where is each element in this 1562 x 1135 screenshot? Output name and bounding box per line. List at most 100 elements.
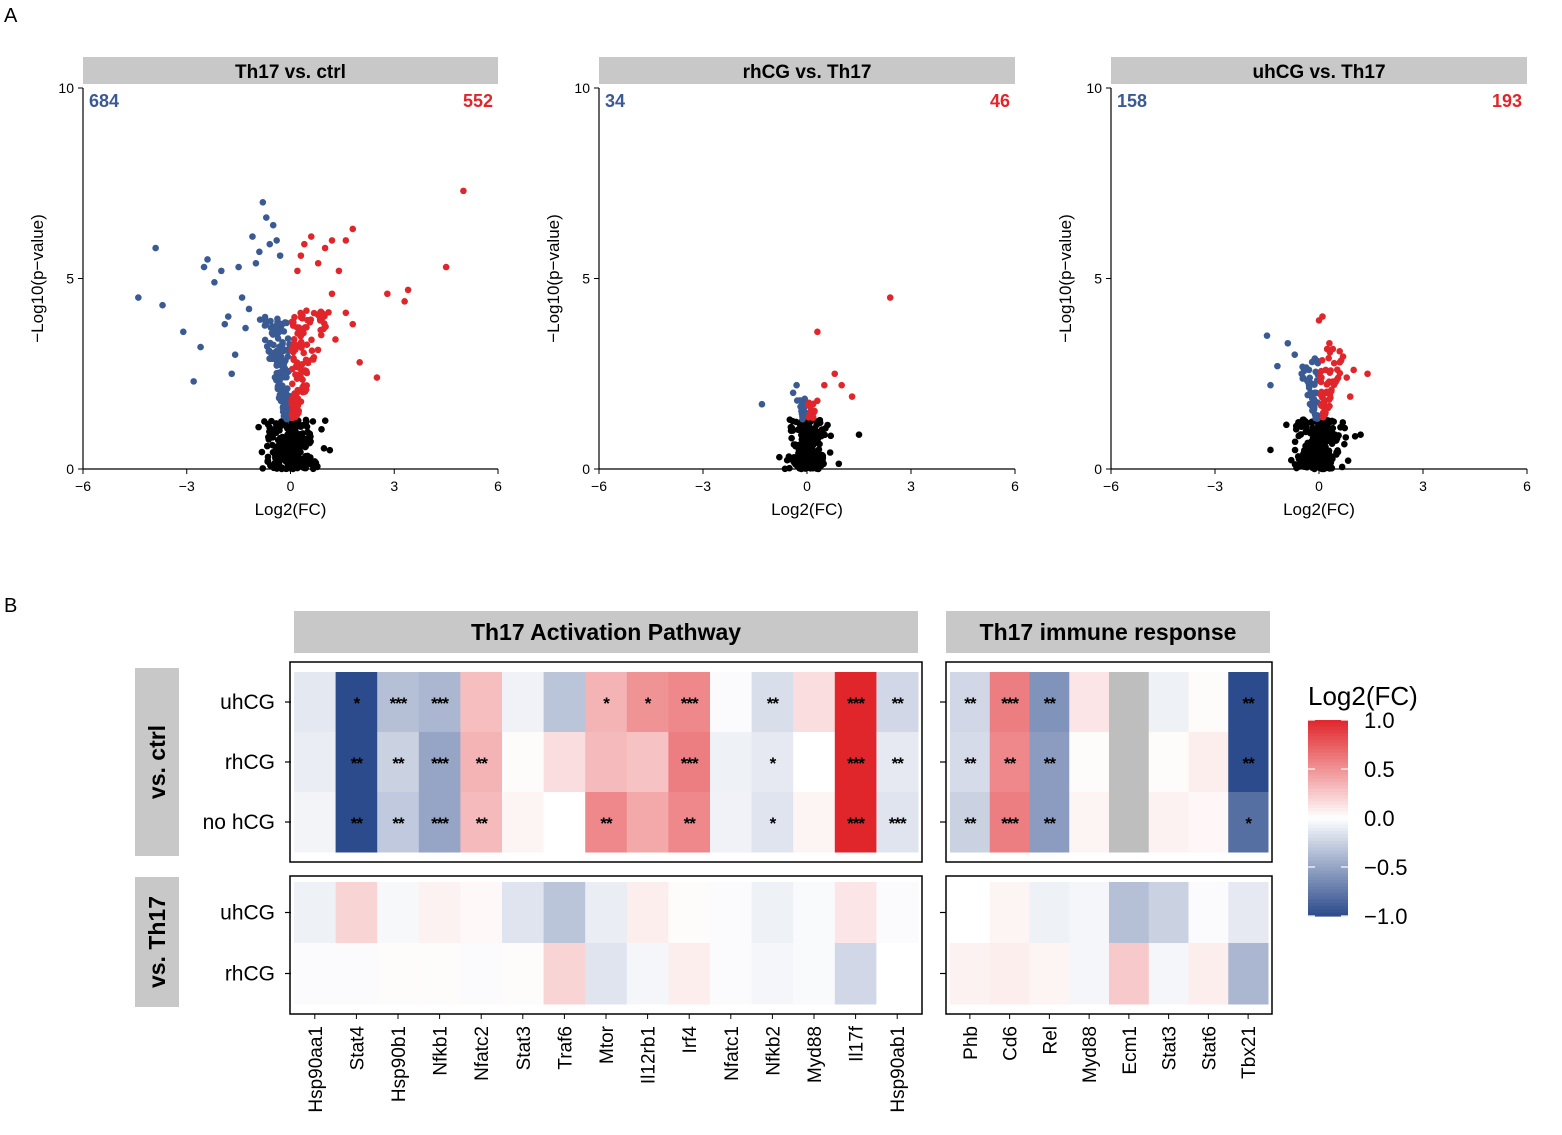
heat-cell — [377, 943, 420, 1005]
colorbar-step — [1308, 791, 1348, 796]
colorbar-step — [1308, 834, 1348, 839]
down-point — [1314, 412, 1321, 419]
up-point — [821, 381, 828, 389]
heat-cell — [460, 792, 503, 853]
heat-cell — [1069, 732, 1110, 793]
up-point — [295, 364, 303, 372]
significance-stars: ** — [964, 694, 977, 713]
x-tick-label: −6 — [591, 478, 607, 494]
down-point — [135, 294, 142, 301]
heat-cell — [751, 882, 794, 944]
y-tick-label: 5 — [66, 271, 74, 287]
heat-cell — [710, 882, 753, 944]
volcano-panel: Th17 vs. ctrl 0 5 10 −6 −3 0 3 6 Log2(FC) −Log10(p… — [28, 57, 502, 519]
ns-point — [797, 423, 805, 431]
column-label: Ecm1 — [1120, 1026, 1141, 1075]
row-label: rhCG — [225, 963, 275, 986]
facet-title: Th17 vs. ctrl — [235, 62, 346, 83]
ns-point — [290, 450, 297, 457]
up-point — [442, 263, 450, 271]
heat-cell — [294, 943, 337, 1005]
heat-cell — [1029, 672, 1070, 733]
ns-point — [283, 452, 291, 460]
y-tick-label: 10 — [1086, 80, 1102, 96]
down-point — [245, 305, 253, 313]
up-point — [303, 307, 310, 315]
heat-cell — [543, 882, 586, 944]
colorbar-step — [1308, 798, 1348, 803]
heat-cell — [1228, 943, 1269, 1005]
colorbar-step — [1308, 801, 1348, 806]
down-point — [262, 214, 270, 221]
heat-cell — [751, 943, 794, 1005]
colorbar-step — [1308, 821, 1348, 826]
y-tick-label: 0 — [66, 461, 74, 477]
heat-cell — [1109, 732, 1150, 793]
heat-cell — [460, 732, 503, 793]
heat-cell — [1228, 882, 1269, 944]
heat-cell — [751, 732, 794, 793]
down-point — [235, 263, 242, 271]
down-point — [273, 376, 280, 384]
down-point — [789, 389, 797, 397]
colorbar: Log2(FC)1.0 0.5 0.0 −0.5 −1.0 — [1308, 681, 1418, 929]
up-point — [1336, 359, 1344, 366]
down-point — [1303, 377, 1311, 385]
colorbar-step — [1308, 749, 1348, 754]
down-point — [282, 357, 289, 364]
volcano-panel: rhCG vs. Th17 0 5 10 −6 −3 0 3 6 Log2(FC) −Log10(p… — [544, 57, 1019, 519]
x-tick-label: −3 — [695, 478, 711, 494]
colorbar-step — [1308, 889, 1348, 894]
ns-point — [785, 453, 793, 460]
colorbar-step — [1308, 814, 1348, 819]
colorbar-step — [1308, 876, 1348, 881]
up-point — [303, 341, 311, 349]
heat-cell — [1188, 943, 1229, 1005]
down-point — [283, 319, 290, 327]
heat-cell — [876, 943, 919, 1005]
down-point — [249, 233, 256, 240]
heat-cell — [834, 882, 877, 944]
heat-cell — [1148, 943, 1189, 1005]
facet-title: uhCG vs. Th17 — [1252, 62, 1385, 83]
colorbar-step — [1308, 827, 1348, 832]
significance-stars: ** — [1044, 694, 1057, 713]
up-point — [809, 414, 817, 422]
up-point — [298, 344, 305, 351]
up-point — [1327, 367, 1334, 374]
down-count-label: 34 — [605, 91, 625, 111]
heat-cell — [543, 672, 586, 733]
heat-cell — [1029, 732, 1070, 793]
ns-point — [1342, 434, 1350, 441]
heatmap-panel: Th17 Activation Pathway* *** *** * * *** ** ***… — [285, 611, 923, 1113]
heatmap-panel: Th17 immune response** *** ** **** ** ** **** *… — [940, 611, 1273, 1083]
heat-cell — [377, 882, 420, 944]
down-point — [197, 343, 204, 351]
y-tick-label: 5 — [582, 271, 590, 287]
heat-cell — [335, 792, 378, 853]
colorbar-step — [1308, 772, 1348, 777]
facet-strip — [83, 57, 498, 84]
heat-cell — [1109, 792, 1150, 853]
ns-point — [289, 460, 297, 468]
up-point — [294, 267, 301, 275]
y-axis-title: −Log10(p−value) — [544, 214, 563, 343]
colorbar-step — [1308, 804, 1348, 809]
up-point — [314, 346, 322, 354]
up-point — [328, 290, 336, 298]
ns-point — [263, 442, 271, 450]
heat-cell — [294, 882, 337, 944]
heat-cell — [1029, 792, 1070, 853]
row-group-label: vs. ctrl — [144, 725, 170, 799]
up-point — [288, 380, 296, 388]
colorbar-step — [1308, 899, 1348, 904]
ns-point — [1283, 421, 1290, 429]
up-count-label: 46 — [990, 91, 1010, 111]
panel-title: Th17 immune response — [980, 619, 1237, 645]
heat-cell — [502, 672, 545, 733]
up-point — [1325, 396, 1333, 403]
heat-cell — [1188, 792, 1229, 853]
heat-cell — [1188, 732, 1229, 793]
heat-cell — [668, 943, 711, 1005]
up-point — [1333, 376, 1341, 383]
